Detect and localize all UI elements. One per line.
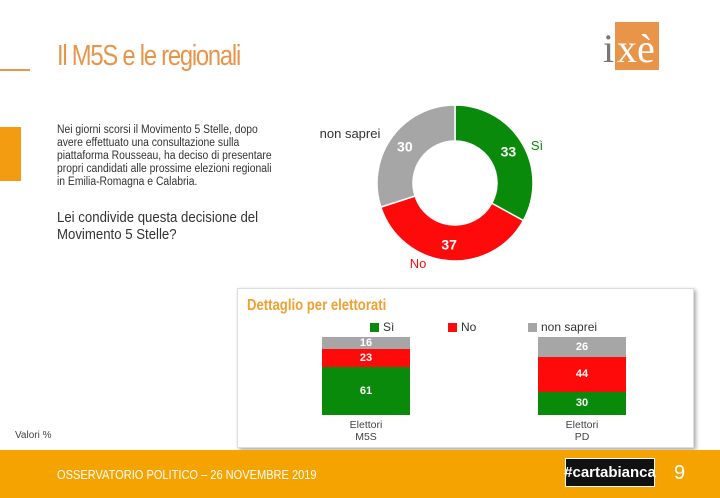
accent-block [0, 127, 21, 181]
stacked-bar: 26 44 30 [538, 337, 626, 415]
bar-segment: 23 [322, 349, 410, 368]
intro-text: Nei giorni scorsi il Movimento 5 Stelle,… [57, 124, 272, 188]
donut-slice-1 [379, 195, 525, 262]
values-note: Valori % [15, 430, 52, 441]
legend-non-saprei: non saprei [528, 320, 597, 334]
legend-label: non saprei [541, 320, 598, 334]
donut-chart: 33 Sì 37 No 30 non saprei [320, 104, 543, 271]
page-number: 9 [674, 462, 686, 484]
bar-category-label: Elettori PD [565, 419, 599, 443]
donut-category-label: Sì [531, 138, 543, 153]
detail-panel: Dettaglio per elettorati Sì No non sapre… [237, 288, 694, 448]
svg-text:xè: xè [617, 26, 655, 70]
donut-value-label: 37 [441, 237, 457, 253]
donut-slice-0 [454, 104, 534, 222]
donut-category-label: non saprei [320, 126, 381, 141]
donut-slice-2 [376, 104, 456, 209]
bar-segment: 26 [538, 337, 626, 358]
legend-si: Sì [370, 320, 394, 334]
donut-value-label: 33 [501, 143, 517, 159]
donut-category-label: No [410, 256, 427, 271]
panel-title: Dettaglio per elettorati [247, 297, 387, 314]
bar-category-label: Elettori M5S [349, 419, 383, 443]
stacked-bar: 16 23 61 [322, 337, 410, 415]
legend-label: Sì [383, 320, 395, 334]
cartabianca-tag: #cartabianca [564, 458, 656, 487]
svg-text:i: i [603, 26, 614, 70]
footer-text: OSSERVATORIO POLITICO – 26 NOVEMBRE 2019 [57, 467, 317, 482]
donut-value-label: 30 [397, 139, 413, 155]
legend-no: No [448, 320, 476, 334]
title-rule [0, 69, 30, 71]
bar-segment: 30 [538, 391, 626, 415]
page-title: Il M5S e le regionali [57, 40, 241, 72]
legend-label: No [461, 320, 477, 334]
bar-segment: 61 [322, 367, 410, 415]
ixe-logo: i xè [603, 22, 659, 70]
bar-segment: 44 [538, 357, 626, 392]
question-text: Lei condivide questa decisione del Movim… [57, 209, 259, 243]
bar-segment: 16 [322, 337, 410, 350]
